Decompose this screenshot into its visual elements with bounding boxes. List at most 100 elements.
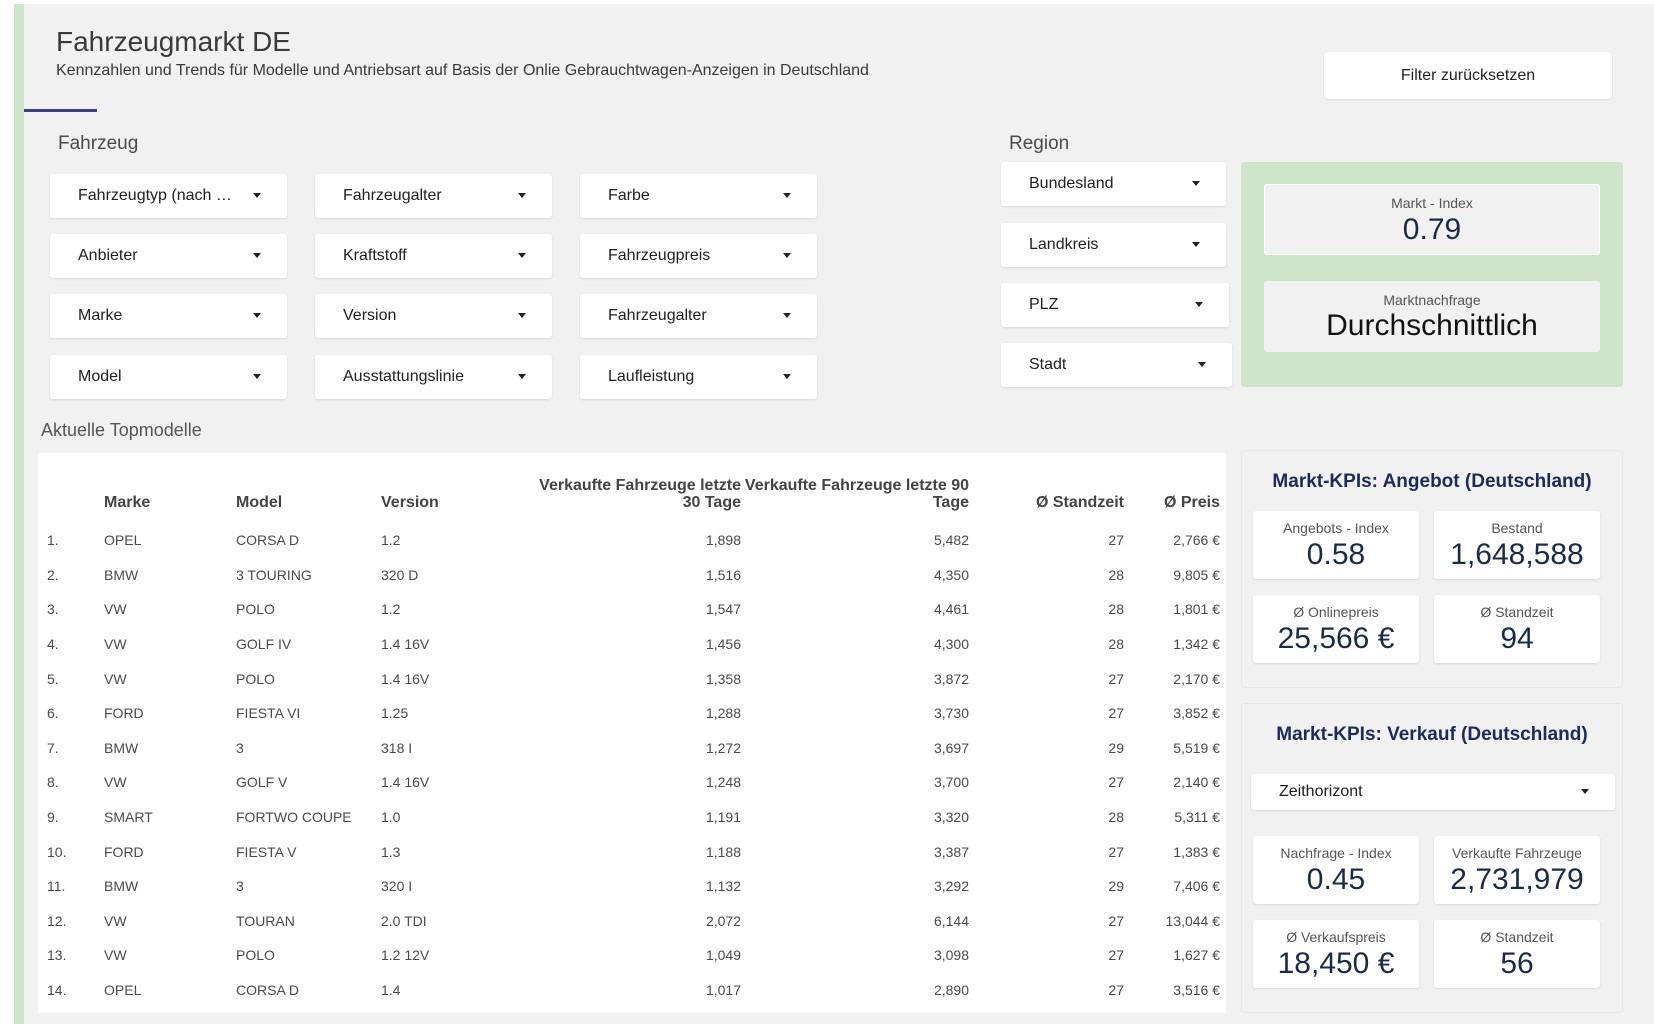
col-avg-price[interactable]: Ø Preis [1163, 494, 1220, 511]
filter-mileage[interactable]: Laufleistung [580, 355, 817, 399]
filter-city[interactable]: Stadt [1001, 343, 1232, 387]
table-row[interactable]: 11. BMW 3 320 I 1,132 3,292 29 7,406 € [38, 869, 1226, 904]
cell-model: POLO [236, 601, 275, 618]
kpi-value: 0.45 [1306, 863, 1366, 896]
col-sold-30[interactable]: Verkaufte Fahrzeuge letzte 30 Tage [539, 477, 741, 511]
filter-label: Laufleistung [608, 368, 695, 385]
filter-version[interactable]: Version [315, 294, 552, 338]
table-row[interactable]: 14. OPEL CORSA D 1.4 1,017 2,890 27 3,516 € [38, 973, 1226, 1008]
row-index: 13. [47, 947, 67, 964]
row-index: 8. [47, 774, 59, 791]
filter-trim-line[interactable]: Ausstattungslinie [315, 355, 552, 399]
filter-label: PLZ [1029, 296, 1059, 313]
caret-down-icon [253, 253, 261, 258]
cell-model: TOURAN [236, 912, 295, 929]
cell-sold-30: 1,898 [705, 532, 741, 549]
cell-sold-30: 1,017 [705, 982, 741, 999]
table-row[interactable]: 13. VW POLO 1.2 12V 1,049 3,098 27 1,627 € [38, 938, 1226, 973]
kpi-sales-panel: Markt-KPIs: Verkauf (Deutschland) Zeitho… [1241, 703, 1623, 1013]
cell-price: 7,406 € [1173, 878, 1220, 895]
cell-brand: OPEL [104, 532, 142, 549]
table-row[interactable]: 1. OPEL CORSA D 1.2 1,898 5,482 27 2,766 € [38, 523, 1226, 558]
table-row[interactable]: 7. BMW 3 318 I 1,272 3,697 29 5,519 € [38, 731, 1226, 766]
cell-version: 1.2 [381, 601, 401, 618]
table-header-row: Marke Model Version Verkaufte Fahrzeuge … [38, 453, 1226, 523]
caret-down-icon [1198, 362, 1206, 367]
table-row[interactable]: 6. FORD FIESTA VI 1.25 1,288 3,730 27 3,852 € [38, 696, 1226, 731]
kpi-label: Verkaufte Fahrzeuge [1452, 845, 1582, 861]
cell-standing-time: 28 [1108, 809, 1124, 826]
reset-filters-button[interactable]: Filter zurücksetzen [1324, 52, 1612, 99]
filter-vehicle-type[interactable]: Fahrzeugtyp (nach Karosserie) [50, 174, 287, 218]
cell-price: 13,044 € [1165, 912, 1221, 929]
cell-price: 5,311 € [1174, 809, 1220, 826]
row-index: 3. [47, 601, 59, 618]
kpi-label: Ø Standzeit [1480, 604, 1554, 620]
col-version[interactable]: Version [381, 494, 439, 511]
filter-label: Marke [78, 307, 123, 324]
cell-sold-30: 2,072 [705, 912, 741, 929]
cell-brand: SMART [104, 809, 153, 826]
cell-standing-time: 29 [1108, 739, 1124, 756]
table-row[interactable]: 2. BMW 3 TOURING 320 D 1,516 4,350 28 9,805 € [38, 558, 1226, 593]
filter-model[interactable]: Model [50, 355, 287, 399]
cell-model: 3 TOURING [236, 566, 312, 583]
cell-sold-90: 4,461 [933, 601, 969, 618]
filter-label: Bundesland [1029, 175, 1114, 192]
cell-sold-30: 1,358 [705, 670, 741, 687]
cell-standing-time: 29 [1108, 878, 1124, 895]
table-row[interactable]: 3. VW POLO 1.2 1,547 4,461 28 1,801 € [38, 592, 1226, 627]
cell-price: 5,897 € [1124, 1007, 1226, 1013]
row-index: 11. [47, 878, 66, 895]
kpi-supply-panel: Markt-KPIs: Angebot (Deutschland) Angebo… [1241, 450, 1623, 688]
table-row[interactable]: 10. FORD FIESTA V 1.3 1,188 3,387 27 1,383 € [38, 834, 1226, 869]
table-row[interactable]: 12. VW TOURAN 2.0 TDI 2,072 6,144 27 13,044 € [38, 904, 1226, 939]
filter-vehicle-age-2[interactable]: Fahrzeugalter [580, 294, 817, 338]
cell-sold-30: 1,516 [705, 566, 741, 583]
caret-down-icon [253, 313, 261, 318]
page-subtitle: Kennzahlen und Trends für Modelle und An… [56, 62, 869, 79]
cell-standing-time: 27 [1108, 705, 1124, 722]
col-brand[interactable]: Marke [104, 494, 151, 511]
market-demand-box: Marktnachfrage Durchschnittlich [1264, 281, 1600, 352]
filter-label: Ausstattungslinie [343, 368, 464, 385]
filter-label: Anbieter [78, 247, 138, 264]
time-horizon-dropdown[interactable]: Zeithorizont [1251, 774, 1615, 810]
row-index: 14. [47, 982, 67, 999]
cell-model: CORSA D [236, 532, 300, 549]
cell-sold-90: 3,730 [933, 705, 969, 722]
cell-model: GOLF IV [236, 636, 292, 653]
cell-standing-time: 29 [969, 1007, 1124, 1013]
table-row[interactable]: 8. VW GOLF V 1.4 16V 1,248 3,700 27 2,140 € [38, 765, 1226, 800]
kpi-value: 2,731,979 [1450, 863, 1584, 896]
row-index: 9. [47, 809, 59, 826]
caret-down-icon [518, 313, 526, 318]
table-row[interactable]: 9. SMART FORTWO COUPE 1.0 1,191 3,320 28 5,311 … [38, 800, 1226, 835]
filter-state[interactable]: Bundesland [1001, 162, 1226, 206]
col-model[interactable]: Model [236, 494, 283, 511]
filter-vehicle-age[interactable]: Fahrzeugalter [315, 174, 552, 218]
cell-sold-90: 6,144 [933, 912, 969, 929]
table-row[interactable]: 5. VW POLO 1.4 16V 1,358 3,872 27 2,170 € [38, 661, 1226, 696]
filter-vehicle-price[interactable]: Fahrzeugpreis [580, 234, 817, 278]
filter-color[interactable]: Farbe [580, 174, 817, 218]
col-avg-standing-time[interactable]: Ø Standzeit [1035, 494, 1124, 511]
col-sold-90[interactable]: Verkaufte Fahrzeuge letzte 90 Tage [744, 477, 969, 511]
filter-brand[interactable]: Marke [50, 294, 287, 338]
cell-price: 1,383 € [1173, 843, 1220, 860]
filter-seller[interactable]: Anbieter [50, 234, 287, 278]
cell-brand: VW [104, 601, 127, 618]
table-row[interactable]: 15.BMW1116 I1,9765,888295,897 € [38, 1007, 1226, 1013]
filter-district[interactable]: Landkreis [1001, 223, 1226, 267]
cell-sold-90: 4,350 [933, 566, 969, 583]
cell-price: 2,170 € [1173, 670, 1220, 687]
filter-postcode[interactable]: PLZ [1001, 283, 1229, 327]
filter-fuel[interactable]: Kraftstoff [315, 234, 552, 278]
cell-sold-90: 3,700 [933, 774, 969, 791]
cell-brand: BMW [104, 1007, 236, 1013]
cell-standing-time: 27 [1108, 947, 1124, 964]
table-row[interactable]: 4. VW GOLF IV 1.4 16V 1,456 4,300 28 1,342 € [38, 627, 1226, 662]
cell-price: 3,516 € [1173, 982, 1220, 999]
cell-model: POLO [236, 670, 275, 687]
